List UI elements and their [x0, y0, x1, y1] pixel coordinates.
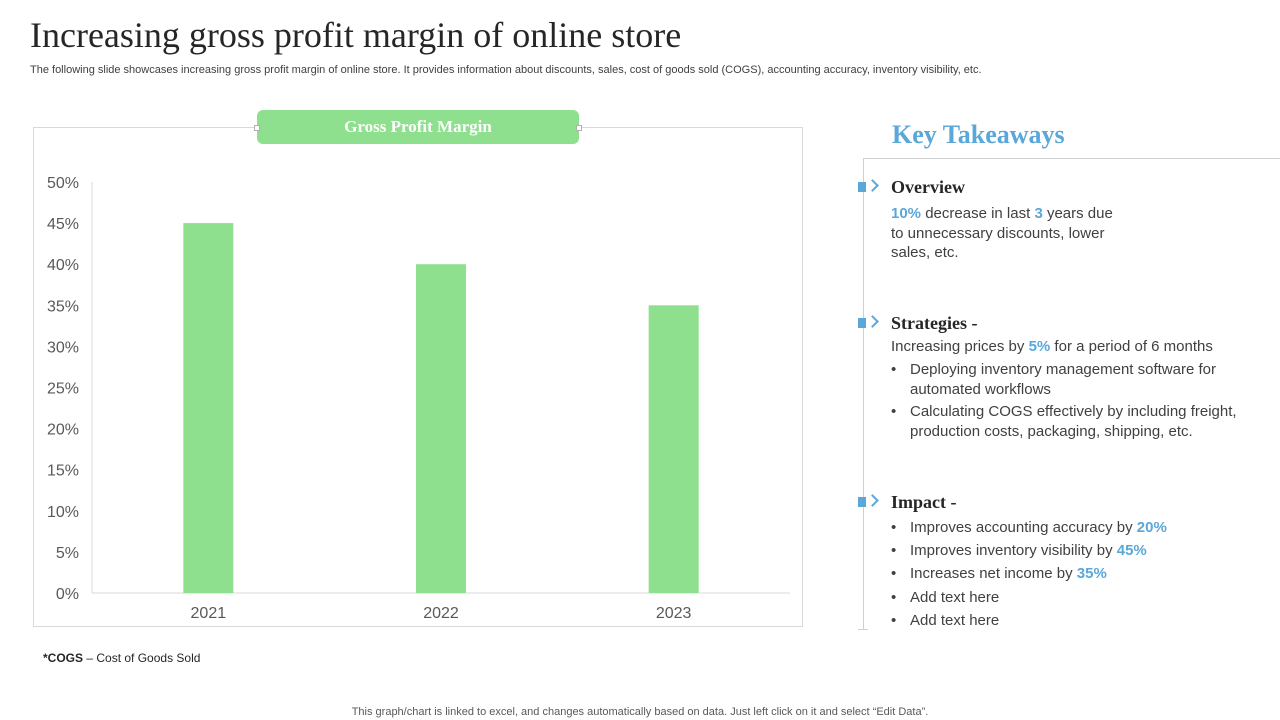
- bar[interactable]: [183, 223, 234, 593]
- overview-percent: 10%: [891, 205, 922, 222]
- x-tick-label: 2021: [191, 605, 227, 622]
- y-tick-label: 10%: [47, 504, 79, 521]
- key-takeaways-title: Key Takeaways: [892, 120, 1065, 149]
- impact-bullet-text: Improves inventory visibility by 45%: [910, 542, 1147, 559]
- impact-heading: Impact -: [891, 492, 957, 512]
- bar[interactable]: [648, 305, 699, 593]
- impact-bullet-text: Add text here: [910, 612, 1000, 629]
- impact-bullet-text: Increases net income by 35%: [910, 565, 1107, 582]
- impact-bullet-text: Add text here: [910, 589, 1000, 606]
- overview-text-b: years due: [1042, 205, 1113, 222]
- overview-line3: sales, etc.: [891, 244, 959, 261]
- section-marker-icon: [858, 315, 880, 330]
- overview-years: 3: [1034, 205, 1043, 222]
- y-tick-label: 0%: [56, 586, 79, 603]
- strategies-heading: Strategies -: [891, 313, 978, 333]
- bar[interactable]: [416, 264, 466, 593]
- x-tick-label: 2022: [423, 605, 459, 622]
- overview-line2: to unnecessary discounts, lower: [891, 224, 1105, 242]
- takeaways-timeline: [863, 158, 864, 630]
- page-title: Increasing gross profit margin of online…: [30, 15, 682, 55]
- y-tick-label: 45%: [47, 216, 79, 233]
- takeaways-divider: [864, 158, 1280, 159]
- strategies-intro: Increasing prices by 5% for a period of …: [891, 337, 1271, 357]
- y-tick-label: 15%: [47, 463, 79, 480]
- strategies-intro-a: Increasing prices by: [891, 338, 1029, 355]
- x-tick-label: 2023: [656, 605, 692, 622]
- chart-title[interactable]: Gross Profit Margin: [257, 110, 579, 144]
- y-tick-label: 25%: [47, 381, 79, 398]
- cogs-abbr: *COGS: [43, 651, 84, 665]
- y-tick-label: 5%: [56, 545, 79, 562]
- strategies-percent: 5%: [1028, 338, 1051, 355]
- y-tick-label: 40%: [47, 257, 79, 274]
- y-tick-label: 30%: [47, 339, 79, 356]
- overview-heading: Overview: [891, 177, 965, 197]
- y-tick-label: 35%: [47, 298, 79, 315]
- chart-title-handle-left[interactable]: [254, 125, 260, 131]
- y-tick-label: 20%: [47, 422, 79, 439]
- section-marker-icon: [858, 494, 880, 509]
- footer-note: This graph/chart is linked to excel, and…: [351, 706, 929, 718]
- page-subtitle: The following slide showcases increasing…: [30, 64, 982, 76]
- strategy-bullet-text: Calculating COGS effectively by includin…: [910, 403, 1237, 440]
- strategies-intro-b: for a period of 6 months: [1050, 338, 1213, 355]
- cogs-note: *COGS – Cost of Goods Sold: [43, 651, 200, 665]
- takeaways-timeline-end: [858, 629, 868, 630]
- section-marker-icon: [858, 179, 880, 194]
- chart-title-handle-right[interactable]: [576, 125, 582, 131]
- cogs-definition: – Cost of Goods Sold: [83, 651, 201, 665]
- y-tick-label: 50%: [47, 175, 79, 192]
- overview-text: 10% decrease in last 3 years due to unne…: [891, 204, 1151, 263]
- strategy-bullet-text: Deploying inventory management software …: [910, 361, 1216, 398]
- overview-text-a: decrease in last: [921, 205, 1035, 222]
- bar-chart[interactable]: 0% 5% 10% 15% 20% 25% 30% 35% 40% 45% 50% 2021 2022 2…: [33, 127, 803, 627]
- impact-bullet-text: Improves accounting accuracy by 20%: [910, 519, 1167, 536]
